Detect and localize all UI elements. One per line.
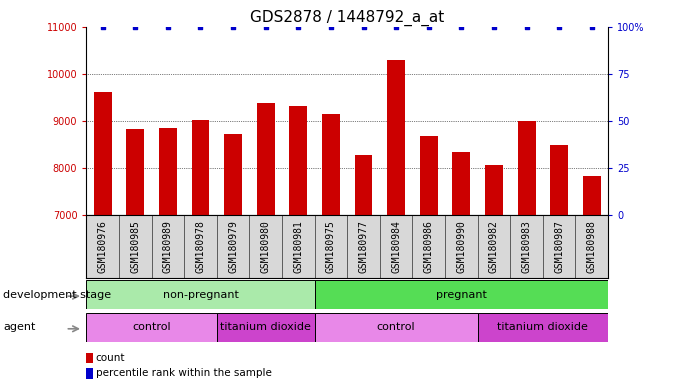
Text: GSM180986: GSM180986 <box>424 220 434 273</box>
Text: GSM180976: GSM180976 <box>97 220 108 273</box>
Point <box>489 24 500 30</box>
Point <box>325 24 337 30</box>
Point <box>293 24 304 30</box>
Bar <box>518 121 536 384</box>
Bar <box>257 103 275 384</box>
Text: GSM180975: GSM180975 <box>326 220 336 273</box>
Bar <box>387 60 405 384</box>
Bar <box>314 313 477 342</box>
Point <box>456 24 467 30</box>
Bar <box>191 121 209 384</box>
Text: development stage: development stage <box>3 290 111 300</box>
Bar <box>86 313 217 342</box>
Text: GSM180985: GSM180985 <box>131 220 140 273</box>
Text: GSM180990: GSM180990 <box>456 220 466 273</box>
Point <box>553 24 565 30</box>
Text: GSM180987: GSM180987 <box>554 220 564 273</box>
Text: control: control <box>377 322 415 333</box>
Bar <box>453 152 471 384</box>
Text: GSM180983: GSM180983 <box>522 220 531 273</box>
Bar <box>485 165 503 384</box>
Point <box>423 24 434 30</box>
Text: GSM180981: GSM180981 <box>293 220 303 273</box>
Bar <box>217 313 314 342</box>
Bar <box>86 280 314 309</box>
Point <box>390 24 401 30</box>
Point <box>586 24 597 30</box>
Bar <box>290 106 307 384</box>
Bar <box>159 129 177 384</box>
Bar <box>94 92 112 384</box>
Title: GDS2878 / 1448792_a_at: GDS2878 / 1448792_a_at <box>250 9 444 25</box>
Bar <box>314 280 608 309</box>
Text: GSM180980: GSM180980 <box>261 220 271 273</box>
Text: titanium dioxide: titanium dioxide <box>220 322 311 333</box>
Text: GSM180979: GSM180979 <box>228 220 238 273</box>
Bar <box>550 146 568 384</box>
Text: pregnant: pregnant <box>436 290 486 300</box>
Point <box>130 24 141 30</box>
Bar <box>86 368 93 379</box>
Text: agent: agent <box>3 322 36 333</box>
Bar <box>86 353 93 363</box>
Text: count: count <box>95 353 125 363</box>
Bar <box>126 129 144 384</box>
Bar <box>224 134 242 384</box>
Point <box>162 24 173 30</box>
Text: non-pregnant: non-pregnant <box>162 290 238 300</box>
Text: GSM180989: GSM180989 <box>163 220 173 273</box>
Bar <box>322 114 340 384</box>
Point <box>261 24 272 30</box>
Text: GSM180984: GSM180984 <box>391 220 401 273</box>
Point <box>358 24 369 30</box>
Bar <box>354 155 372 384</box>
Point <box>227 24 238 30</box>
Text: titanium dioxide: titanium dioxide <box>498 322 588 333</box>
Text: control: control <box>132 322 171 333</box>
Bar <box>419 136 437 384</box>
Text: GSM180982: GSM180982 <box>489 220 499 273</box>
Text: GSM180977: GSM180977 <box>359 220 368 273</box>
Point <box>521 24 532 30</box>
Text: percentile rank within the sample: percentile rank within the sample <box>95 368 272 378</box>
Text: GSM180988: GSM180988 <box>587 220 597 273</box>
Bar <box>477 313 608 342</box>
Text: GSM180978: GSM180978 <box>196 220 205 273</box>
Bar <box>583 177 600 384</box>
Point <box>97 24 108 30</box>
Point <box>195 24 206 30</box>
